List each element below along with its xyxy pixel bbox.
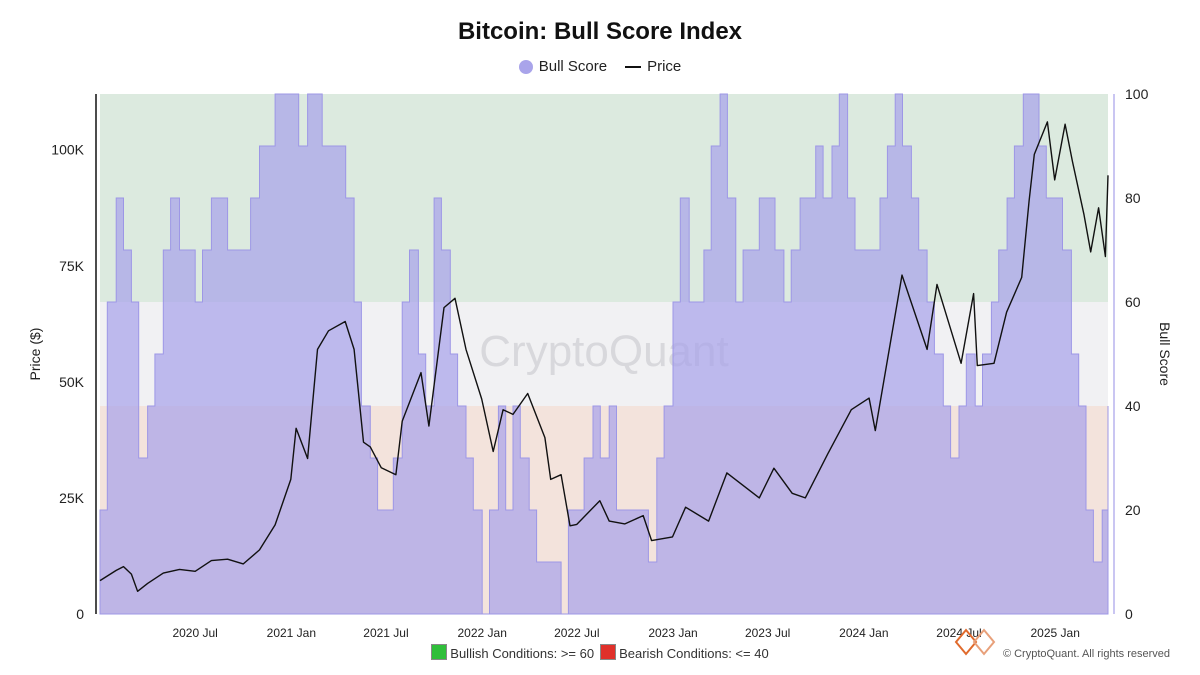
cryptoquant-logo-icon: [954, 628, 996, 656]
bullish-conditions-label: Bullish Conditions: >= 60: [450, 646, 595, 661]
y-left-tick-label: 25K: [59, 490, 85, 506]
legend-swatch-bull-score: [518, 59, 533, 74]
x-tick-label: 2022 Jan: [457, 626, 506, 640]
y-right-tick-label: 0: [1125, 606, 1133, 622]
chart-legend: Bull Score Price: [0, 58, 1200, 75]
bearish-conditions-label: Bearish Conditions: <= 40: [619, 646, 769, 661]
bearish-swatch-icon: [600, 644, 617, 660]
x-tick-label: 2020 Jul: [172, 626, 217, 640]
y-right-tick-label: 40: [1125, 398, 1141, 414]
x-tick-label: 2021 Jan: [267, 626, 316, 640]
conditions-legend: Bullish Conditions: >= 60 Bearish Condit…: [0, 644, 1200, 661]
legend-label-bull-score: Bull Score: [538, 58, 608, 75]
x-tick-label: 2023 Jan: [648, 626, 697, 640]
y-right-tick-label: 60: [1125, 294, 1141, 310]
y-left-tick-label: 50K: [59, 374, 85, 390]
x-tick-label: 2023 Jul: [745, 626, 790, 640]
bull-score-area: [99, 93, 1109, 615]
y-left-axis-title: Price ($): [27, 328, 43, 381]
y-right-tick-label: 80: [1125, 190, 1141, 206]
copyright-text: © CryptoQuant. All rights reserved: [1002, 648, 1170, 660]
y-right-tick-label: 20: [1125, 502, 1141, 518]
x-tick-label: 2021 Jul: [363, 626, 408, 640]
y-right-tick-label: 100: [1125, 86, 1149, 102]
bullish-swatch-icon: [431, 644, 448, 660]
x-tick-label: 2024 Jan: [839, 626, 888, 640]
y-left-tick-label: 100K: [51, 142, 84, 158]
legend-item-bull-score[interactable]: Bull Score: [518, 58, 608, 75]
bearish-conditions-item: Bearish Conditions: <= 40: [600, 644, 769, 661]
legend-swatch-price: [625, 65, 642, 68]
bullish-conditions-item: Bullish Conditions: >= 60: [431, 644, 594, 661]
legend-item-price[interactable]: Price: [625, 58, 681, 75]
y-left-tick-label: 75K: [59, 258, 85, 274]
x-tick-label: 2022 Jul: [554, 626, 599, 640]
y-right-axis-title: Bull Score: [1157, 322, 1173, 386]
chart-title: Bitcoin: Bull Score Index: [457, 18, 743, 45]
price-line: [99, 121, 1109, 592]
legend-label-price: Price: [647, 58, 682, 75]
y-left-tick-label: 0: [76, 606, 84, 622]
x-tick-label: 2025 Jan: [1030, 626, 1079, 640]
